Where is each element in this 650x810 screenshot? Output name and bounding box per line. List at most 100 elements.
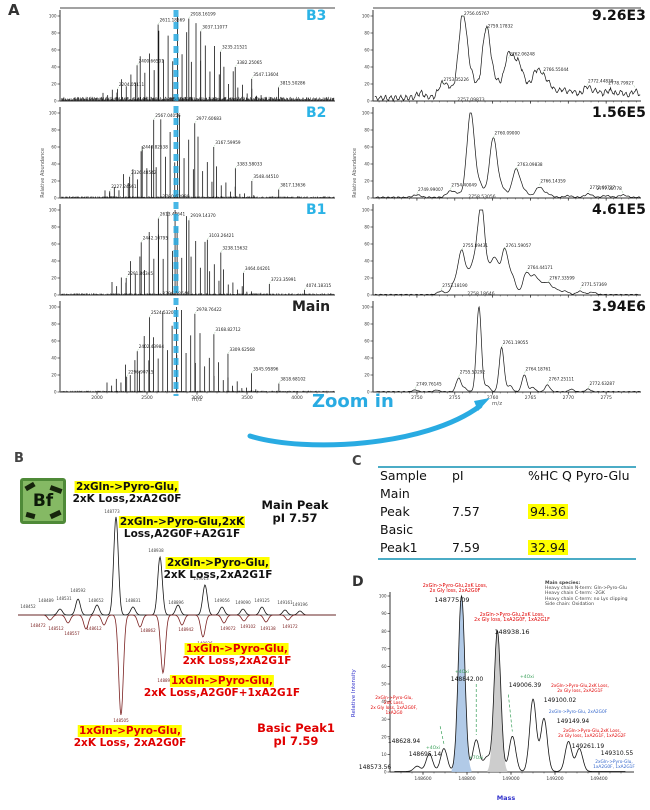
table-cell-sample: Peak (380, 504, 410, 519)
svg-text:2766.55044: 2766.55044 (543, 67, 569, 72)
intensity-label-b1: 4.61E5 (592, 202, 646, 219)
svg-text:2771.57369: 2771.57369 (581, 282, 607, 287)
svg-text:60: 60 (364, 339, 370, 344)
svg-text:2770: 2770 (563, 395, 575, 401)
svg-text:2767.33599: 2767.33599 (549, 275, 575, 280)
d-peak-label-148842: 148842.00 (451, 676, 483, 684)
d-annotation-2xa2g0f-line: 2x Gly loss, 2xA2G0F (429, 589, 481, 595)
svg-text:2755.89431: 2755.89431 (463, 243, 489, 248)
svg-text:2500: 2500 (141, 395, 153, 401)
svg-text:2127.24561: 2127.24561 (111, 184, 137, 189)
svg-text:0: 0 (54, 293, 57, 298)
d-peak-label-148695-line: 148695.14 (408, 751, 442, 758)
d-peak-label-149310-line: 149310.55 (600, 750, 634, 757)
svg-text:149090: 149090 (235, 600, 251, 605)
svg-text:149000: 149000 (502, 776, 519, 782)
svg-text:2767.25111: 2767.25111 (549, 377, 575, 382)
svg-text:148531: 148531 (56, 596, 72, 601)
svg-text:20: 20 (51, 373, 57, 378)
svg-text:100: 100 (49, 111, 57, 116)
svg-text:40: 40 (51, 356, 57, 361)
d-annotation-2xa2g0f: 2xGln->Pyro-Glu,2xK Loss, 2x Gly loss, 2x… (423, 584, 487, 595)
svg-text:149161: 149161 (277, 600, 293, 605)
annotation-main-2xa2g0f-line: 2xGln->Pyro-Glu, (74, 481, 180, 493)
svg-text:148505: 148505 (113, 718, 129, 723)
svg-text:148472: 148472 (30, 623, 46, 628)
svg-text:148489: 148489 (38, 598, 54, 603)
d-annotation-blue-2xa2g0f: 2xGln->Pyro-Glu, 2xA2G0F (549, 710, 607, 716)
svg-text:80: 80 (51, 128, 57, 133)
basic-peak1-pi-line: pI 7.59 (273, 734, 319, 749)
svg-text:40: 40 (364, 65, 370, 70)
svg-text:20: 20 (364, 276, 370, 281)
svg-text:2977.60683: 2977.60683 (196, 116, 222, 121)
svg-text:0: 0 (367, 196, 370, 201)
table-cell-pi: 7.59 (452, 540, 480, 555)
apex-mass-label-r2: 2757.09873 (457, 98, 484, 103)
svg-text:0: 0 (367, 99, 370, 104)
svg-text:2777.22778: 2777.22778 (597, 186, 623, 191)
deconvoluted-spectrum-svg: 0 10 20 30 40 50 60 70 80 90 100 148600 148800 149000… (379, 592, 634, 782)
panel-c-label: C (352, 454, 362, 470)
svg-text:20: 20 (51, 276, 57, 281)
annotation-basic-2xa2g1f-line: 1xGln->Pyro-Glu, (184, 643, 290, 655)
pyro-glu-table: Sample pI %HC Q Pyro-Glu Main Peak 7.57 … (378, 466, 636, 560)
annotation-basic-2xa2g1f-line: 2xK Loss,2xA2G1F (182, 654, 292, 667)
d-oxi-label-d-line: +7Oxi (468, 756, 484, 761)
svg-text:80: 80 (364, 322, 370, 327)
svg-text:3167.59959: 3167.59959 (215, 140, 241, 145)
apex-mass-label-main: 2796.18646 (162, 292, 189, 297)
panel-a-label-line: A (8, 1, 20, 19)
svg-text:20: 20 (381, 734, 387, 739)
svg-text:60: 60 (381, 664, 387, 669)
svg-text:20: 20 (364, 179, 370, 184)
svg-text:148831: 148831 (125, 598, 141, 603)
svg-text:3545.95896: 3545.95896 (253, 366, 279, 371)
apex-mass-label-b2: 2805.17251 (164, 98, 191, 103)
main-peak-pi-line: Main Peak (261, 498, 329, 512)
spectrum-b1-title: B1 (306, 202, 326, 219)
x-axis-title-left-line: m/z (192, 397, 203, 403)
annotation-basic-a2g0f-1xa2g1f-line: 2xK Loss,A2G0F+1xA2G1F (143, 686, 301, 699)
svg-text:3464.04201: 3464.04201 (245, 266, 271, 271)
svg-text:3723.35991: 3723.35991 (271, 277, 297, 282)
svg-text:80: 80 (364, 225, 370, 230)
svg-text:148592: 148592 (70, 588, 86, 593)
svg-text:80: 80 (51, 31, 57, 36)
main-species-note-line: Heavy chain N-term: Gln->Pyro-Glu (545, 586, 627, 592)
svg-text:3103.26421: 3103.26421 (209, 233, 235, 238)
d-annotation-left-red-line: 2xGln->Pyro-Glu, (375, 696, 413, 701)
svg-text:2918.16199: 2918.16199 (190, 12, 216, 17)
svg-text:3815.50286: 3815.50286 (280, 80, 306, 85)
svg-text:2764.44171: 2764.44171 (527, 265, 553, 270)
svg-text:2761.59057: 2761.59057 (506, 243, 532, 248)
d-peak-label-148938: 148938.16 (494, 628, 529, 636)
svg-text:3238.15632: 3238.15632 (222, 246, 248, 251)
svg-text:80: 80 (51, 322, 57, 327)
svg-text:148898: 148898 (157, 678, 173, 683)
intensity-label-b3: 9.26E3 (592, 8, 646, 25)
svg-text:3382.25065: 3382.25065 (237, 60, 263, 65)
svg-text:148773: 148773 (104, 509, 120, 514)
logo-mark (49, 509, 62, 520)
logo-mark (24, 481, 36, 492)
svg-text:2400.66501: 2400.66501 (139, 58, 165, 63)
x-axis-title-left: m/z (192, 397, 202, 403)
svg-text:2749.76145: 2749.76145 (416, 382, 442, 387)
svg-text:2750: 2750 (411, 395, 423, 401)
svg-text:60: 60 (51, 48, 57, 53)
svg-text:4000: 4000 (291, 395, 303, 401)
logo-mark (25, 511, 36, 520)
annotation-basic-2xa2g1f: 1xGln->Pyro-Glu, 2xK Loss,2xA2G1F (182, 643, 292, 668)
svg-text:2753.18190: 2753.18190 (442, 283, 468, 288)
svg-text:10: 10 (381, 752, 387, 757)
svg-text:100: 100 (49, 208, 57, 213)
svg-text:2772.66737: 2772.66737 (590, 185, 616, 190)
d-annotation-1xa2g1f-1xa2g2f: 2xGln->Pyro-Glu,2xK Loss, 2x Gly loss, 1x… (558, 729, 626, 740)
svg-text:60: 60 (51, 339, 57, 344)
annotation-basic-2xa2g0f: 1xGln->Pyro-Glu, 2xK Loss, 2xA2G0F (74, 725, 186, 750)
apex-mass-label-r3: 2758.53056 (468, 195, 495, 200)
d-peak-label-148775: 148775.09 (434, 596, 470, 604)
d-peak-label-148775-line: 148775.09 (434, 596, 470, 604)
